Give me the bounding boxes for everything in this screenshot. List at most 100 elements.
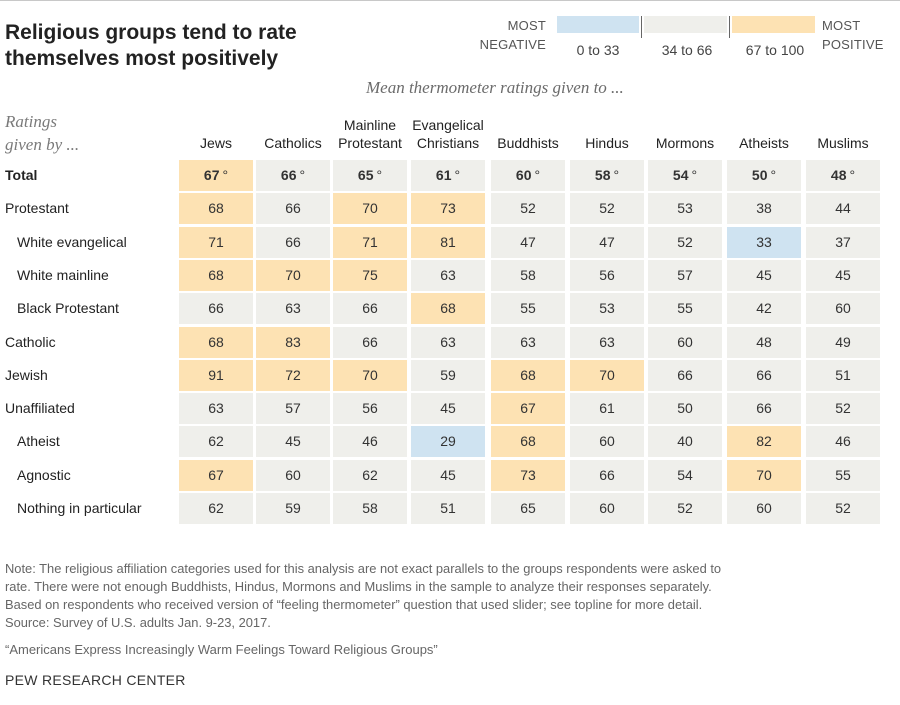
table-cell: 70: [570, 359, 644, 391]
table-cell: 62: [179, 426, 253, 458]
cell-value: 60: [599, 433, 615, 450]
cell-value: 52: [835, 400, 851, 417]
cell-value: 51: [835, 366, 851, 383]
table-cell: 82: [727, 426, 801, 458]
cell-value: 50: [677, 400, 693, 417]
table-cell: 57: [648, 259, 722, 291]
table-cell: 52: [570, 193, 644, 225]
cell-value: 52: [520, 200, 536, 217]
cell-value: 44: [835, 200, 851, 217]
row-header-label: Ratings given by ...: [5, 110, 79, 156]
cell-value: 58: [362, 500, 378, 516]
cell-value: 40: [677, 433, 693, 450]
cell-value: 62: [208, 500, 224, 516]
legend-swatch-low: [557, 16, 639, 33]
cell-value: 60: [835, 300, 851, 317]
cell-value: 63: [520, 333, 536, 350]
table-cell: 54: [648, 459, 722, 491]
row-header-line-1: Ratings: [5, 112, 57, 131]
cell-value: 66: [756, 366, 772, 383]
chart-title: Religious groups tend to rate themselves…: [5, 20, 425, 72]
table-cell: 60: [648, 326, 722, 358]
cell-value: 82: [756, 433, 772, 450]
table-cell: 63: [179, 393, 253, 425]
table-cell: 45: [806, 259, 880, 291]
table-cell: 67 °: [179, 160, 253, 191]
cell-value: 67: [208, 466, 224, 483]
table-cell: 65 °: [333, 160, 407, 191]
table-cell: 91: [179, 359, 253, 391]
table-cell: 50 °: [727, 160, 801, 191]
cell-value: 46: [835, 433, 851, 450]
table-cell: 29: [411, 426, 485, 458]
cell-value: 60: [756, 500, 772, 516]
table-cell: 53: [570, 293, 644, 325]
row-label: Jewish: [5, 366, 48, 383]
cell-value: 33: [756, 233, 772, 250]
table-cell: 71: [333, 226, 407, 258]
note-line-3: Based on respondents who received versio…: [5, 597, 703, 612]
legend-negative-line-1: MOST: [507, 18, 546, 33]
table-cell: 44: [806, 193, 880, 225]
table-cell: 61 °: [411, 160, 485, 191]
table-cell: 45: [411, 393, 485, 425]
cell-value: 60: [599, 500, 615, 516]
column-header-1: Catholics: [252, 134, 334, 152]
table-cell: 33: [727, 226, 801, 258]
column-header-7: Atheists: [723, 134, 805, 152]
chart-subtitle: Mean thermometer ratings given to ...: [366, 78, 624, 97]
cell-value: 47: [599, 233, 615, 250]
degree-symbol: °: [770, 167, 777, 183]
row-header-line-2: given by ...: [5, 135, 80, 154]
legend-swatch-mid: [644, 16, 727, 33]
table-cell: 55: [806, 459, 880, 491]
cell-value: 60: [285, 466, 301, 483]
table-cell: 75: [333, 259, 407, 291]
column-header-line: Buddhists: [497, 135, 559, 151]
note-line-1: Note: The religious affiliation categori…: [5, 561, 722, 576]
cell-value: 52: [677, 500, 693, 516]
cell-value: 70: [599, 366, 615, 383]
table-cell: 60: [806, 293, 880, 325]
cell-value: 65: [520, 500, 536, 516]
cell-value: 67: [203, 167, 220, 183]
table-cell: 54 °: [648, 160, 722, 191]
cell-value: 63: [208, 400, 224, 417]
top-rule: [0, 0, 900, 1]
cell-value: 47: [520, 233, 536, 250]
table-cell: 52: [806, 393, 880, 425]
cell-value: 75: [362, 266, 378, 283]
table-cell: 63: [411, 259, 485, 291]
cell-value: 66: [756, 400, 772, 417]
table-cell: 70: [727, 459, 801, 491]
legend-positive-line-1: MOST: [822, 18, 861, 33]
cell-value: 57: [285, 400, 301, 417]
table-cell: 83: [256, 326, 330, 358]
table-cell: 49: [806, 326, 880, 358]
table-cell: 66: [256, 193, 330, 225]
cell-value: 81: [440, 233, 456, 250]
table-cell: 45: [256, 426, 330, 458]
table-cell: 62: [179, 493, 253, 524]
table-cell: 48 °: [806, 160, 880, 191]
column-header-0: Jews: [175, 134, 257, 152]
cell-value: 38: [756, 200, 772, 217]
degree-symbol: °: [376, 167, 383, 183]
cell-value: 68: [208, 266, 224, 283]
cell-value: 65: [357, 167, 374, 183]
cell-value: 42: [756, 300, 772, 317]
cell-value: 50: [751, 167, 768, 183]
table-cell: 68: [179, 193, 253, 225]
cell-value: 29: [440, 433, 456, 450]
note-line-4: Source: Survey of U.S. adults Jan. 9-23,…: [5, 615, 271, 630]
degree-symbol: °: [534, 167, 541, 183]
degree-symbol: °: [222, 167, 229, 183]
table-cell: 56: [570, 259, 644, 291]
table-cell: 46: [333, 426, 407, 458]
cell-value: 49: [835, 333, 851, 350]
table-cell: 42: [727, 293, 801, 325]
table-cell: 68: [491, 426, 565, 458]
legend-negative-line-2: NEGATIVE: [479, 37, 546, 52]
cell-value: 58: [594, 167, 611, 183]
